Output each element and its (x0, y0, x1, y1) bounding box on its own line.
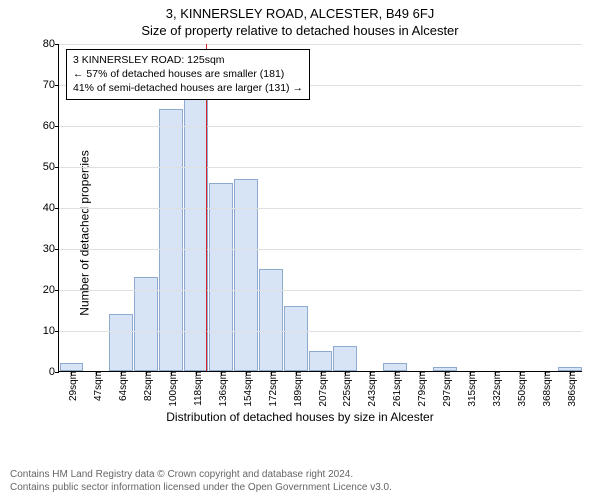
gridline (59, 126, 582, 127)
annotation-box: 3 KINNERSLEY ROAD: 125sqm ← 57% of detac… (66, 49, 310, 100)
ytick-label: 60 (43, 120, 59, 132)
xtick-label: 261sqm (390, 371, 403, 407)
xtick-label: 136sqm (216, 371, 229, 407)
bar (134, 277, 158, 371)
xtick-label: 29sqm (66, 371, 79, 401)
gridline (59, 249, 582, 250)
xtick-label: 225sqm (340, 371, 353, 407)
xtick-label: 118sqm (191, 371, 204, 406)
xtick-label: 243sqm (365, 371, 378, 407)
bar (60, 363, 84, 371)
xtick-label: 47sqm (91, 371, 104, 401)
page-subtitle: Size of property relative to detached ho… (0, 21, 600, 38)
xtick-label: 279sqm (415, 371, 428, 407)
xtick-label: 297sqm (440, 371, 453, 407)
xtick-label: 207sqm (316, 371, 329, 407)
bar (259, 269, 283, 371)
ytick-label: 50 (43, 161, 59, 173)
xtick-label: 386sqm (565, 371, 578, 407)
xtick-label: 368sqm (540, 371, 553, 407)
xtick-label: 315sqm (465, 371, 478, 407)
gridline (59, 167, 582, 168)
ytick-label: 80 (43, 38, 59, 50)
ytick-label: 20 (43, 284, 59, 296)
x-axis-label: Distribution of detached houses by size … (0, 410, 600, 424)
bar (209, 183, 233, 371)
xtick-label: 100sqm (166, 371, 179, 407)
xtick-label: 189sqm (291, 371, 304, 407)
bar (184, 97, 208, 371)
ytick-label: 70 (43, 79, 59, 91)
ytick-label: 0 (49, 366, 59, 378)
footer-line-2: Contains public sector information licen… (10, 481, 392, 494)
annotation-line-3: 41% of semi-detached houses are larger (… (73, 81, 303, 95)
footer-line-1: Contains HM Land Registry data © Crown c… (10, 468, 392, 481)
bar (383, 363, 407, 371)
gridline (59, 208, 582, 209)
xtick-label: 350sqm (515, 371, 528, 407)
bar (309, 351, 333, 371)
gridline (59, 331, 582, 332)
ytick-label: 30 (43, 243, 59, 255)
xtick-label: 82sqm (141, 371, 154, 401)
xtick-label: 154sqm (241, 371, 254, 407)
gridline (59, 290, 582, 291)
annotation-line-2: ← 57% of detached houses are smaller (18… (73, 67, 303, 81)
bar (109, 314, 133, 371)
xtick-label: 64sqm (116, 371, 129, 401)
ytick-label: 40 (43, 202, 59, 214)
ytick-label: 10 (43, 325, 59, 337)
bar (333, 346, 357, 371)
xtick-label: 172sqm (266, 371, 279, 407)
page-title: 3, KINNERSLEY ROAD, ALCESTER, B49 6FJ (0, 0, 600, 21)
gridline (59, 44, 582, 45)
bar (284, 306, 308, 371)
xtick-label: 332sqm (490, 371, 503, 407)
footer: Contains HM Land Registry data © Crown c… (10, 468, 392, 494)
annotation-line-1: 3 KINNERSLEY ROAD: 125sqm (73, 53, 303, 67)
